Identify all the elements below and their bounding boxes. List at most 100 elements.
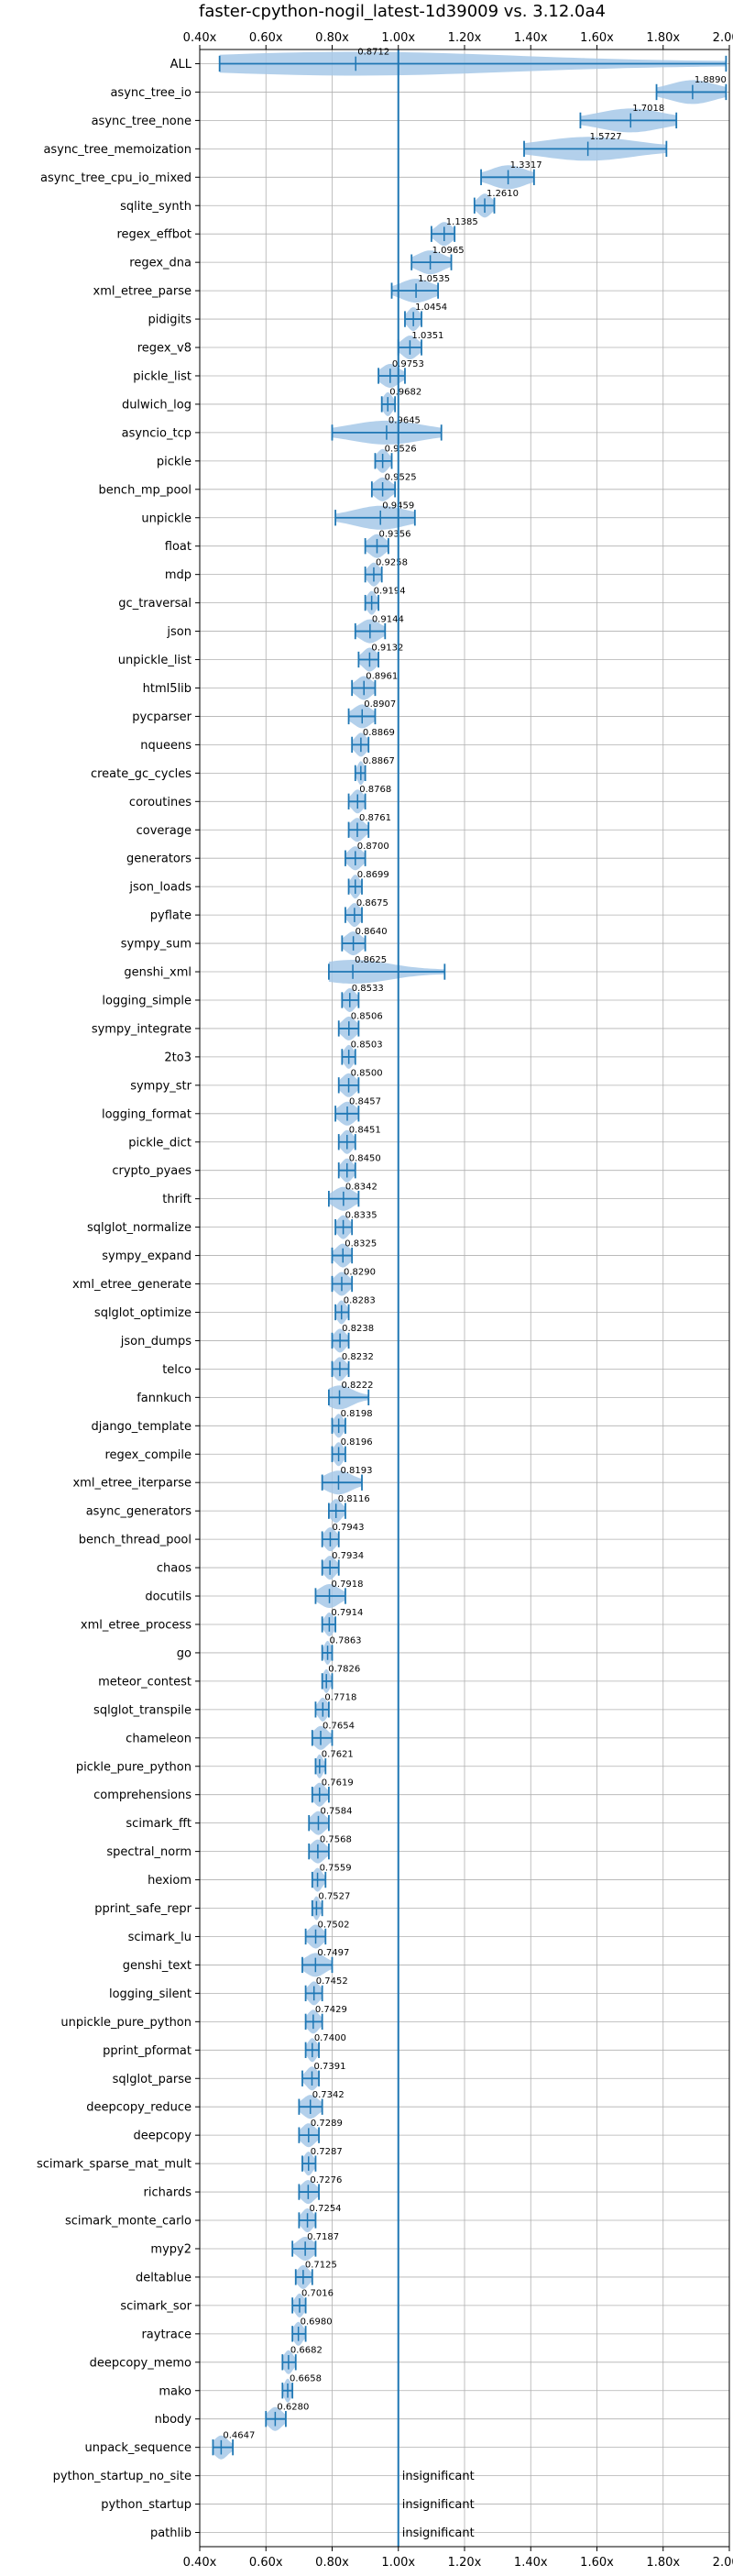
category-label: pickle bbox=[157, 455, 191, 468]
x-tick-label-top: 1.40x bbox=[514, 31, 548, 45]
category-label: json_dumps bbox=[120, 1335, 191, 1349]
category-label: pycparser bbox=[132, 710, 191, 724]
category-label: crypto_pyaes bbox=[112, 1164, 191, 1178]
category-label: unpack_sequence bbox=[84, 2441, 191, 2455]
category-label: telco bbox=[162, 1363, 191, 1377]
category-label: unpickle_list bbox=[118, 654, 191, 667]
value-label: 0.7621 bbox=[322, 1750, 354, 1760]
value-label: 0.7276 bbox=[310, 2175, 342, 2185]
value-label: 0.9645 bbox=[388, 416, 421, 426]
value-label: 0.8335 bbox=[345, 1210, 377, 1220]
value-label: 0.7918 bbox=[332, 1580, 364, 1590]
x-tick-label-top: 0.60x bbox=[249, 31, 283, 45]
value-label: 0.7943 bbox=[332, 1523, 364, 1533]
category-label: float bbox=[165, 540, 191, 554]
value-label: 1.5727 bbox=[590, 132, 622, 142]
chart-title: faster-cpython-nogil_latest-1d39009 vs. … bbox=[199, 2, 606, 21]
category-label: sqlglot_normalize bbox=[87, 1221, 191, 1235]
category-label: regex_compile bbox=[104, 1448, 191, 1462]
value-label: 0.8450 bbox=[349, 1153, 381, 1163]
category-label: go bbox=[177, 1646, 191, 1660]
value-label: 0.8869 bbox=[363, 728, 395, 738]
value-label: 0.8640 bbox=[356, 927, 388, 937]
value-label: 0.9526 bbox=[385, 445, 417, 455]
category-label: chaos bbox=[157, 1562, 191, 1576]
value-label: 0.7863 bbox=[330, 1636, 362, 1646]
value-label: 0.7527 bbox=[318, 1891, 350, 1901]
category-label: coroutines bbox=[129, 796, 191, 809]
value-label: 1.0351 bbox=[411, 331, 443, 341]
value-label: 0.7254 bbox=[310, 2204, 342, 2214]
category-label: bench_thread_pool bbox=[79, 1534, 191, 1547]
value-label: 1.0965 bbox=[432, 246, 465, 256]
category-label: python_startup_no_site bbox=[53, 2470, 191, 2483]
category-label: async_generators bbox=[86, 1505, 192, 1519]
value-label: 0.7289 bbox=[311, 2119, 343, 2129]
category-label: html5lib bbox=[143, 682, 191, 696]
value-label: 0.9258 bbox=[376, 557, 408, 567]
value-label: 0.8500 bbox=[351, 1069, 383, 1079]
x-tick-label-bottom: 2.00x bbox=[713, 2556, 733, 2570]
category-labels: ALL async_tree_io async_tree_none async_tre… bbox=[37, 58, 192, 2540]
category-label: scimark_sor bbox=[120, 2299, 191, 2313]
category-label: async_tree_io bbox=[110, 86, 191, 100]
category-label: meteor_contest bbox=[98, 1675, 191, 1689]
category-label: sympy_expand bbox=[102, 1249, 191, 1263]
category-label: xml_etree_generate bbox=[72, 1278, 191, 1292]
category-label: bench_mp_pool bbox=[98, 483, 191, 497]
x-tick-label-top: 0.80x bbox=[315, 31, 349, 45]
value-label: 0.8699 bbox=[357, 870, 389, 880]
value-label: 0.9132 bbox=[371, 643, 403, 653]
x-tick-label-bottom: 1.80x bbox=[646, 2556, 680, 2570]
value-label: 0.8700 bbox=[357, 842, 389, 852]
category-label: regex_v8 bbox=[137, 342, 191, 356]
value-label: 0.9682 bbox=[389, 388, 421, 398]
category-label: ALL bbox=[170, 58, 192, 72]
category-label: json_loads bbox=[128, 881, 191, 895]
category-label: json bbox=[166, 625, 191, 639]
category-label: pickle_pure_python bbox=[76, 1760, 191, 1774]
value-label: 0.8867 bbox=[363, 756, 395, 766]
value-label: 0.7559 bbox=[320, 1863, 352, 1873]
value-label: 0.7914 bbox=[331, 1608, 363, 1618]
category-label: scimark_lu bbox=[128, 1931, 191, 1944]
x-tick-label-bottom: 0.80x bbox=[315, 2556, 349, 2570]
value-label: 1.3317 bbox=[510, 160, 542, 171]
category-label: deepcopy_memo bbox=[90, 2356, 191, 2370]
x-tick-label-bottom: 1.60x bbox=[580, 2556, 614, 2570]
value-label: 0.9753 bbox=[392, 359, 424, 369]
category-label: unpickle_pure_python bbox=[60, 2016, 191, 2030]
value-label: 0.7400 bbox=[314, 2033, 346, 2043]
category-label: sqlglot_parse bbox=[113, 2073, 191, 2086]
value-label: 0.7287 bbox=[311, 2147, 343, 2157]
category-label: docutils bbox=[145, 1591, 191, 1604]
x-tick-label-bottom: 0.60x bbox=[249, 2556, 283, 2570]
value-label: 0.7187 bbox=[307, 2232, 339, 2242]
category-label: pprint_pformat bbox=[103, 2044, 191, 2058]
category-label: async_tree_memoization bbox=[43, 143, 191, 157]
value-label: 0.7125 bbox=[305, 2261, 337, 2271]
value-label: 0.8625 bbox=[355, 955, 387, 965]
category-label: deltablue bbox=[136, 2271, 191, 2284]
category-label: scimark_monte_carlo bbox=[65, 2215, 191, 2229]
value-label: 0.8761 bbox=[359, 813, 391, 823]
category-label: pathlib bbox=[150, 2526, 191, 2540]
value-label: 0.8342 bbox=[345, 1182, 377, 1192]
value-label: 1.8890 bbox=[695, 75, 727, 85]
category-label: python_startup bbox=[101, 2498, 191, 2512]
category-label: mdp bbox=[165, 568, 191, 582]
category-label: gc_traversal bbox=[118, 597, 191, 611]
value-label: 0.6658 bbox=[290, 2374, 322, 2384]
value-label: 0.8961 bbox=[366, 671, 398, 681]
value-label: 0.7429 bbox=[315, 2005, 347, 2015]
category-label: comprehensions bbox=[93, 1789, 191, 1802]
category-label: asyncio_tcp bbox=[122, 426, 191, 440]
value-label: 0.8506 bbox=[351, 1012, 383, 1022]
value-label: 0.9144 bbox=[372, 614, 404, 624]
category-label: pickle_dict bbox=[128, 1136, 191, 1150]
category-label: sympy_integrate bbox=[92, 1022, 191, 1036]
value-label: 1.7018 bbox=[632, 104, 664, 114]
category-label: logging_simple bbox=[102, 994, 191, 1007]
x-tick-label-bottom: 1.40x bbox=[514, 2556, 548, 2570]
